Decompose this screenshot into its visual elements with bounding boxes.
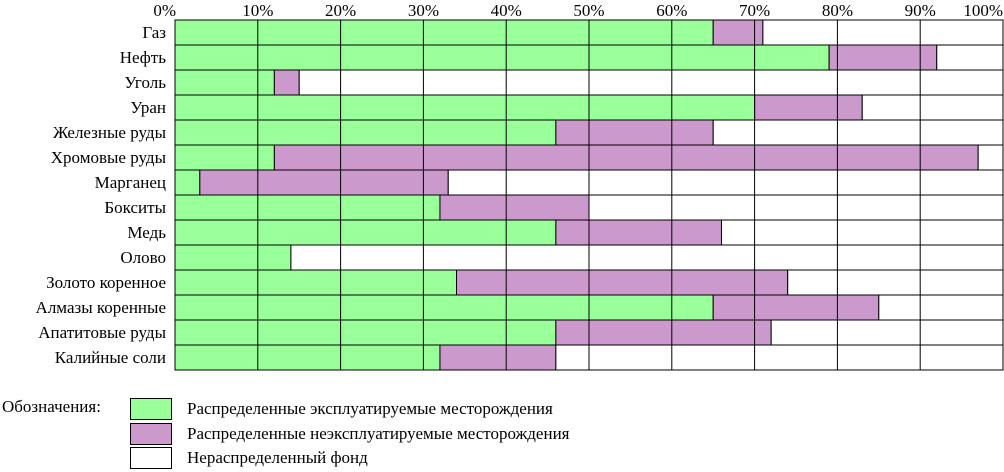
bar-segment-13-2 (555, 344, 1004, 371)
tick-label-5: 50% (573, 1, 604, 20)
category-label-8: Медь (127, 223, 166, 242)
tick-label-8: 80% (822, 1, 853, 20)
tick-label-2: 20% (325, 1, 356, 20)
bar-segment-10-0 (174, 269, 458, 296)
category-label-12: Апатитовые руды (38, 323, 166, 342)
bar-segment-4-2 (712, 119, 1004, 146)
category-label-9: Олово (120, 248, 166, 267)
category-label-5: Хромовые руды (51, 148, 167, 167)
bar-segment-13-0 (174, 344, 441, 371)
bar-segment-3-1 (754, 94, 863, 121)
bar-segment-6-1 (199, 169, 449, 196)
category-label-11: Алмазы коренные (36, 298, 166, 317)
bar-segment-2-2 (298, 69, 1004, 96)
bar-segment-11-1 (712, 294, 880, 321)
bar-segment-8-0 (174, 219, 557, 246)
tick-label-3: 30% (408, 1, 439, 20)
category-label-0: Газ (142, 23, 166, 42)
bar-segment-0-2 (762, 19, 1004, 46)
legend-swatch-unexploited (130, 423, 172, 445)
bar-segment-3-0 (174, 94, 756, 121)
bar-segment-4-1 (555, 119, 714, 146)
bar-segment-11-2 (878, 294, 1004, 321)
bar-segment-12-0 (174, 319, 557, 346)
category-label-2: Уголь (124, 73, 166, 92)
bar-segment-7-0 (174, 194, 441, 221)
bar-segment-1-2 (936, 44, 1004, 71)
tick-label-0: 0% (153, 1, 176, 20)
bar-segment-12-2 (770, 319, 1004, 346)
legend-label-exploited: Распределенные эксплуатируемые месторожд… (187, 399, 553, 418)
tick-label-4: 40% (491, 1, 522, 20)
legend-label-unallocated: Нераспределенный фонд (187, 448, 368, 467)
bar-segment-0-1 (712, 19, 764, 46)
bar-segment-5-2 (977, 144, 1004, 171)
tick-label-7: 70% (739, 1, 770, 20)
legend-swatch-exploited (130, 398, 172, 420)
tick-label-10: 100% (963, 1, 1003, 20)
bar-segment-1-1 (828, 44, 938, 71)
bar-segment-2-0 (174, 69, 275, 96)
bar-segment-1-0 (174, 44, 830, 71)
bar-segment-2-1 (273, 69, 300, 96)
legend: Обозначения: Распределенные эксплуатируе… (0, 395, 1004, 471)
legend-title: Обозначения: (2, 397, 101, 416)
category-label-6: Марганец (95, 173, 166, 192)
bar-segment-7-2 (588, 194, 1004, 221)
bar-segment-10-2 (787, 269, 1004, 296)
legend-swatch-unallocated (130, 447, 172, 469)
bar-segment-11-0 (174, 294, 714, 321)
bar-segment-9-0 (174, 244, 292, 271)
bar-segment-7-1 (439, 194, 590, 221)
bar-segment-0-0 (174, 19, 714, 46)
tick-label-6: 60% (656, 1, 687, 20)
bar-segment-13-1 (439, 344, 557, 371)
bar-segment-3-2 (861, 94, 1004, 121)
bar-segment-9-2 (290, 244, 1004, 271)
category-label-4: Железные руды (53, 123, 167, 142)
bar-segment-8-1 (555, 219, 722, 246)
bar-segment-8-2 (720, 219, 1004, 246)
bar-segment-12-1 (555, 319, 772, 346)
bar-segment-6-0 (174, 169, 201, 196)
legend-label-unexploited: Распределенные неэксплуатируемые месторо… (187, 424, 570, 443)
category-label-7: Бокситы (104, 198, 166, 217)
bar-segment-5-1 (273, 144, 979, 171)
bar-segment-5-0 (174, 144, 275, 171)
category-label-3: Уран (130, 98, 166, 117)
tick-label-1: 10% (242, 1, 273, 20)
bar-segment-4-0 (174, 119, 557, 146)
category-label-10: Золото коренное (46, 273, 166, 292)
stacked-bar-chart: 0% 10% 20% 30% 40% 50% 60% 70% 80% 90% 100% Газ Нефт… (36, 1, 1004, 371)
category-label-13: Калийные соли (55, 348, 166, 367)
tick-label-9: 90% (905, 1, 936, 20)
category-label-1: Нефть (120, 48, 166, 67)
bar-segment-6-2 (447, 169, 1004, 196)
